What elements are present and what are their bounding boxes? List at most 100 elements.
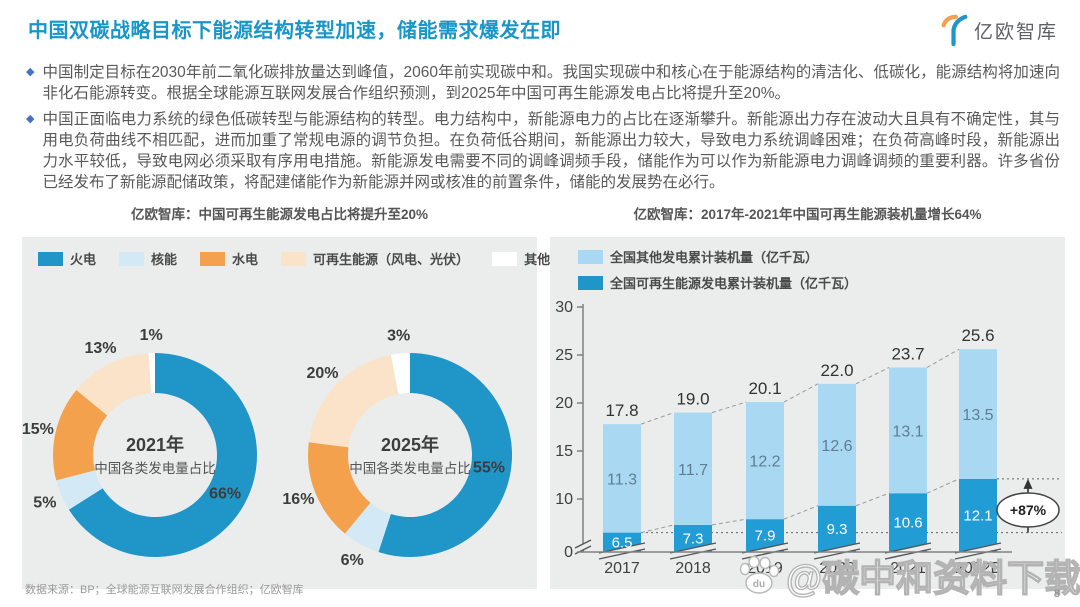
donut-slice-label: 16% — [282, 491, 314, 508]
legend-item: 其他 — [492, 249, 550, 268]
trend-line-total — [783, 383, 819, 403]
donut-slice — [148, 353, 155, 394]
donut-slice — [56, 470, 103, 510]
legend-label: 水电 — [232, 252, 259, 267]
data-source: 数据来源：BP；全球能源互联网发展合作组织；亿欧智库 — [25, 584, 304, 596]
donut-slice — [308, 442, 371, 534]
donut-slice-label: 1% — [140, 327, 163, 344]
logo-icon — [941, 14, 968, 47]
total-value-label: 23.7 — [891, 344, 924, 363]
legend-color-swatch — [200, 251, 226, 266]
trend-line-total — [855, 367, 890, 385]
x-axis-label: 2017 — [604, 560, 640, 577]
bar-segment-other — [818, 383, 856, 506]
x-axis-label: 2019 — [747, 560, 783, 577]
y-tick-label: 20 — [555, 395, 573, 412]
legend-label: 核能 — [151, 252, 178, 267]
bar-segment-renewable — [818, 505, 856, 552]
left-chart-title: 亿欧智库：中国可再生能源发电占比将提升至20% — [130, 207, 429, 222]
bar-chart-panel: 0 10 15 20 25 30 17.8 11.3 6.5 2017 19.0 11.7 7.3 201… — [550, 237, 1065, 589]
bar-break-gap — [670, 543, 716, 559]
donut-slice — [344, 502, 391, 553]
annotation-arrow-head — [1023, 478, 1033, 489]
donut-slice-label: 13% — [85, 340, 117, 357]
renewable-value-label: 12.1 — [963, 507, 992, 524]
legend-color-swatch — [119, 251, 145, 266]
total-value-label: 20.1 — [748, 379, 781, 398]
y-tick-label: 25 — [555, 347, 573, 364]
donut-slice-label: 20% — [307, 365, 339, 382]
right-chart-title: 亿欧智库：2017年-2021年中国可再生能源装机量增长64% — [633, 207, 982, 222]
bar-break-gap — [599, 543, 645, 559]
other-value-label: 11.7 — [678, 462, 708, 479]
other-value-label: 11.3 — [607, 471, 637, 488]
bar-segment-other — [746, 402, 784, 520]
donut-legend: 火电 核能 水电 可再生能源（风电、光伏） 其他 — [38, 249, 550, 268]
stacked-bar-chart: 0 10 15 20 25 30 17.8 11.3 6.5 2017 19.0 11.7 7.3 201… — [555, 299, 1062, 577]
total-value-label: 19.0 — [676, 390, 709, 409]
bullet-text: 中国正面临电力系统的绿色低碳转型与能源结构的转型。电力结构中，新能源电力的占比在… — [42, 111, 1060, 191]
legend-color-swatch — [38, 251, 63, 266]
legend-color-swatch — [578, 249, 603, 264]
donut-slice-label: 5% — [33, 495, 56, 512]
legend-label: 可再生能源（风电、光伏） — [313, 252, 470, 267]
x-axis-label: 2022E — [955, 560, 1001, 577]
trend-line-total — [640, 412, 675, 425]
trend-line-total — [926, 348, 960, 368]
trend-line-renewable — [783, 505, 819, 520]
bar-segment-renewable — [959, 478, 997, 552]
bullet-diamond-icon: ◆ — [26, 113, 35, 125]
trend-line-renewable — [855, 492, 890, 507]
donut-center-year: 2025年 — [381, 434, 439, 455]
bar-break-slash — [884, 548, 932, 560]
x-axis-label: 2018 — [675, 560, 711, 577]
donut-slice — [308, 354, 399, 448]
legend-item: 可再生能源（风电、光伏） — [281, 249, 469, 268]
page-title: 中国双碳战略目标下能源结构转型加速，储能需求爆发在即 — [28, 20, 561, 42]
trend-line-renewable — [711, 518, 747, 526]
donut-chart-panel: 66% 5% 15% 13% 1% 2021年 中国各类发电量占比 55% 6% 16% 20% 3%… — [22, 237, 550, 589]
donut-center-subtitle: 中国各类发电量占比 — [94, 461, 216, 476]
donut-center-year: 2021年 — [126, 434, 184, 455]
logo: 亿欧智库 — [938, 12, 1058, 48]
page-number: 8 — [1053, 588, 1060, 600]
total-value-label: 17.8 — [605, 401, 638, 420]
bar-segment-other — [603, 424, 641, 533]
donut-slice — [68, 353, 257, 557]
donut-slice-label: 55% — [473, 460, 505, 477]
legend-color-swatch — [492, 251, 518, 266]
bar-break-gap — [814, 543, 860, 559]
bar-break-slash — [669, 548, 717, 560]
other-value-label: 13.1 — [892, 423, 923, 440]
trend-line-total — [711, 401, 747, 414]
annotation-ellipse — [996, 492, 1060, 528]
donut-slice-label: 6% — [341, 552, 364, 569]
other-value-label: 12.2 — [749, 454, 780, 471]
y-tick-label: 10 — [555, 491, 573, 508]
legend-item: 核能 — [119, 249, 177, 268]
renewable-value-label: 10.6 — [893, 515, 922, 532]
annotation-label: +87% — [1010, 502, 1047, 518]
y-tick-label: 15 — [555, 443, 573, 460]
trend-line-renewable — [926, 478, 960, 494]
x-axis-label: 2021 — [890, 560, 926, 577]
renewable-value-label: 7.9 — [755, 528, 776, 545]
donut-center-subtitle: 中国各类发电量占比 — [349, 461, 471, 476]
bar-segment-other — [959, 349, 997, 479]
other-value-label: 13.5 — [962, 407, 993, 424]
summary-bullets: ◆ 中国制定目标在2030年前二氧化碳排放量达到峰值，2060年前实现碳中和。我… — [26, 62, 1060, 198]
legend-item: 全国可再生能源发电累计装机量（亿千瓦） — [578, 273, 857, 292]
bar-break-slash — [813, 548, 861, 560]
bar-segment-other — [889, 367, 927, 494]
bullet-diamond-icon: ◆ — [26, 66, 35, 78]
donut-slice — [390, 353, 410, 395]
bar-segment-other — [674, 412, 712, 525]
bar-break-gap — [742, 543, 788, 559]
legend-label: 其他 — [524, 252, 551, 267]
bar-break-gap — [955, 543, 1001, 559]
other-value-label: 12.6 — [821, 438, 852, 455]
bar-break-gap — [885, 543, 931, 559]
bullet-text: 中国制定目标在2030年前二氧化碳排放量达到峰值，2060年前实现碳中和。我国实… — [42, 64, 1060, 102]
donut-slice-label: 3% — [387, 328, 410, 345]
total-value-label: 22.0 — [820, 361, 853, 380]
